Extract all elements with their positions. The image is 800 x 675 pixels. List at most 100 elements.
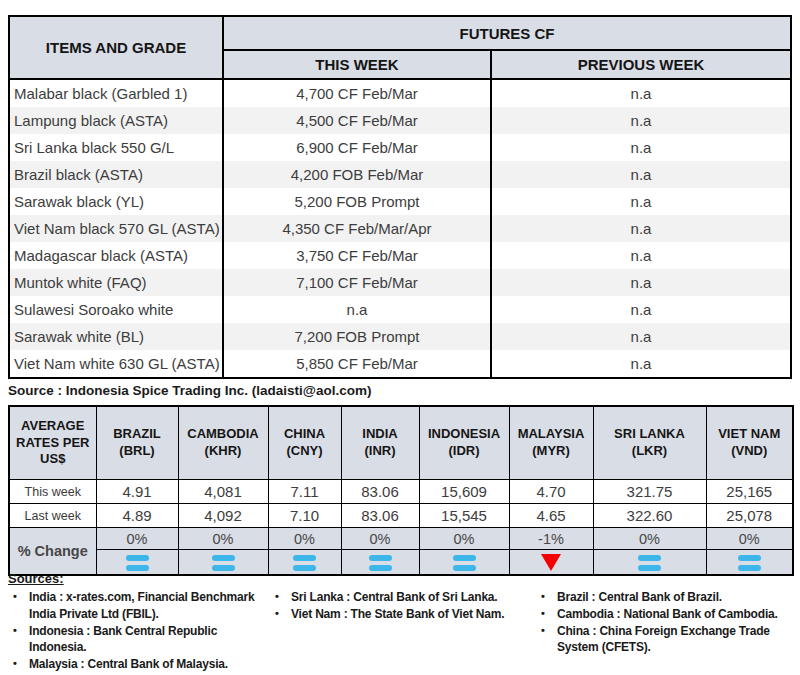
previous-week-value: n.a bbox=[491, 323, 791, 350]
currency-code: (IDR) bbox=[420, 443, 509, 460]
currency-code: (LKR) bbox=[594, 443, 706, 460]
table-row: Malabar black (Garbled 1) 4,700 CF Feb/M… bbox=[9, 79, 791, 107]
average-rates-header: AVERAGE RATES PER US$ bbox=[9, 406, 96, 480]
source-item: •Cambodia : National Bank of Cambodia. bbox=[536, 606, 792, 623]
futures-header-row-1: ITEMS AND GRADE FUTURES CF bbox=[9, 16, 791, 50]
item-name: Sulawesi Soroako white bbox=[9, 296, 223, 323]
item-name: Viet Nam white 630 GL (ASTA) bbox=[9, 350, 223, 378]
country-header-india: INDIA(INR) bbox=[341, 406, 419, 480]
country-name: INDIA bbox=[342, 426, 419, 443]
sources-section: Sources: •India : x-rates.com, Financial… bbox=[8, 571, 794, 589]
previous-week-value: n.a bbox=[491, 296, 791, 323]
equals-icon bbox=[738, 555, 761, 571]
rate-value: 4,092 bbox=[178, 504, 268, 528]
percent-change-value: -1% bbox=[509, 528, 593, 550]
percent-change-row: % Change 0% 0% 0% 0% 0% -1% 0% 0% bbox=[9, 528, 793, 550]
source-item: •Brazil : Central Bank of Brazil. bbox=[536, 589, 792, 606]
currency-code: (KHR) bbox=[179, 443, 268, 460]
equals-icon bbox=[453, 555, 476, 571]
previous-week-value: n.a bbox=[491, 134, 791, 161]
this-week-value: n.a bbox=[223, 296, 491, 323]
bullet-icon: • bbox=[536, 606, 557, 623]
rate-value: 15,609 bbox=[419, 480, 509, 504]
bullet-icon: • bbox=[8, 589, 29, 623]
down-triangle-icon bbox=[541, 554, 561, 571]
items-and-grade-header: ITEMS AND GRADE bbox=[9, 16, 223, 79]
previous-week-value: n.a bbox=[491, 188, 791, 215]
percent-change-value: 0% bbox=[268, 528, 341, 550]
futures-table: ITEMS AND GRADE FUTURES CF THIS WEEK PRE… bbox=[8, 15, 792, 379]
this-week-value: 4,200 FOB Feb/Mar bbox=[223, 161, 491, 188]
this-week-value: 4,500 CF Feb/Mar bbox=[223, 107, 491, 134]
previous-week-value: n.a bbox=[491, 215, 791, 242]
source-item: •Viet Nam : The State Bank of Viet Nam. bbox=[270, 606, 532, 623]
country-name: VIET NAM bbox=[707, 426, 793, 443]
sources-title: Sources: bbox=[8, 571, 794, 586]
this-week-value: 7,100 CF Feb/Mar bbox=[223, 269, 491, 296]
row-label: % Change bbox=[9, 528, 96, 576]
bullet-icon: • bbox=[8, 623, 29, 657]
this-week-value: 4,350 CF Feb/Mar/Apr bbox=[223, 215, 491, 242]
previous-week-value: n.a bbox=[491, 269, 791, 296]
country-name: BRAZIL bbox=[97, 426, 178, 443]
rate-value: 25,165 bbox=[706, 480, 793, 504]
sources-column-2: •Sri Lanka : Central Bank of Sri Lanka. … bbox=[270, 589, 532, 623]
item-name: Sarawak black (YL) bbox=[9, 188, 223, 215]
currency-code: (CNY) bbox=[269, 443, 341, 460]
country-header-cambodia: CAMBODIA(KHR) bbox=[178, 406, 268, 480]
equals-icon bbox=[212, 555, 235, 571]
table-row: Sarawak black (YL) 5,200 FOB Prompt n.a bbox=[9, 188, 791, 215]
this-week-value: 5,850 CF Feb/Mar bbox=[223, 350, 491, 378]
row-label: This week bbox=[9, 480, 96, 504]
source-item: •Malaysia : Central Bank of Malaysia. bbox=[8, 656, 262, 673]
country-name: CAMBODIA bbox=[179, 426, 268, 443]
last-week-row: Last week 4.89 4,092 7.10 83.06 15,545 4… bbox=[9, 504, 793, 528]
equals-icon bbox=[293, 555, 316, 571]
rate-value: 4.89 bbox=[96, 504, 178, 528]
table-row: Viet Nam white 630 GL (ASTA) 5,850 CF Fe… bbox=[9, 350, 791, 378]
country-header-brazil: BRAZIL(BRL) bbox=[96, 406, 178, 480]
percent-change-value: 0% bbox=[178, 528, 268, 550]
rate-value: 83.06 bbox=[341, 480, 419, 504]
table-row: Madagascar black (ASTA) 3,750 CF Feb/Mar… bbox=[9, 242, 791, 269]
rate-value: 15,545 bbox=[419, 504, 509, 528]
percent-change-value: 0% bbox=[341, 528, 419, 550]
this-week-value: 4,700 CF Feb/Mar bbox=[223, 79, 491, 107]
country-header-china: CHINA(CNY) bbox=[268, 406, 341, 480]
rate-value: 7.11 bbox=[268, 480, 341, 504]
currency-code: (BRL) bbox=[97, 443, 178, 460]
rate-value: 322.60 bbox=[593, 504, 706, 528]
country-name: SRI LANKA bbox=[594, 426, 706, 443]
table-row: Sarawak white (BL) 7,200 FOB Prompt n.a bbox=[9, 323, 791, 350]
previous-week-value: n.a bbox=[491, 161, 791, 188]
table-row: Lampung black (ASTA) 4,500 CF Feb/Mar n.… bbox=[9, 107, 791, 134]
bullet-icon: • bbox=[8, 656, 29, 673]
rate-value: 4.70 bbox=[509, 480, 593, 504]
percent-change-value: 0% bbox=[96, 528, 178, 550]
rate-value: 4.91 bbox=[96, 480, 178, 504]
this-week-value: 5,200 FOB Prompt bbox=[223, 188, 491, 215]
percent-change-value: 0% bbox=[706, 528, 793, 550]
currency-code: (INR) bbox=[342, 443, 419, 460]
country-header-malaysia: MALAYSIA(MYR) bbox=[509, 406, 593, 480]
country-name: CHINA bbox=[269, 426, 341, 443]
equals-icon bbox=[369, 555, 392, 571]
previous-week-value: n.a bbox=[491, 79, 791, 107]
this-week-value: 7,200 FOB Prompt bbox=[223, 323, 491, 350]
country-header-indonesia: INDONESIA(IDR) bbox=[419, 406, 509, 480]
sources-column-1: •India : x-rates.com, Financial Benchmar… bbox=[8, 589, 262, 673]
item-name: Madagascar black (ASTA) bbox=[9, 242, 223, 269]
table-row: Viet Nam black 570 GL (ASTA) 4,350 CF Fe… bbox=[9, 215, 791, 242]
page: ITEMS AND GRADE FUTURES CF THIS WEEK PRE… bbox=[0, 0, 800, 675]
source-item: •Indonesia : Bank Central Republic Indon… bbox=[8, 623, 262, 657]
item-name: Brazil black (ASTA) bbox=[9, 161, 223, 188]
item-name: Lampung black (ASTA) bbox=[9, 107, 223, 134]
this-week-value: 3,750 CF Feb/Mar bbox=[223, 242, 491, 269]
equals-icon bbox=[126, 555, 149, 571]
table-row: Sulawesi Soroako white n.a n.a bbox=[9, 296, 791, 323]
country-name: INDONESIA bbox=[420, 426, 509, 443]
source-item: •India : x-rates.com, Financial Benchmar… bbox=[8, 589, 262, 623]
item-name: Malabar black (Garbled 1) bbox=[9, 79, 223, 107]
previous-week-header: PREVIOUS WEEK bbox=[491, 50, 791, 79]
sources-column-3: •Brazil : Central Bank of Brazil. •Cambo… bbox=[536, 589, 792, 656]
